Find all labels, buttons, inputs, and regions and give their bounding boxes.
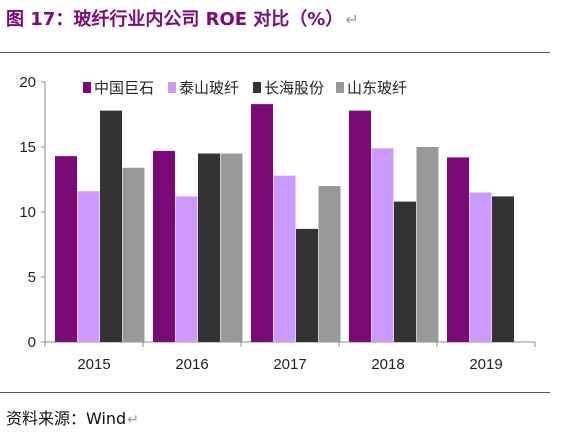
bottom-rule [0, 392, 550, 393]
legend-swatch-中国巨石 [83, 82, 91, 93]
bar-长海股份-2017 [296, 228, 318, 342]
chart-bars [55, 104, 514, 342]
y-tick-label: 5 [28, 269, 36, 286]
x-tick-label: 2016 [175, 356, 208, 373]
legend-swatch-长海股份 [253, 82, 261, 93]
bar-中国巨石-2017 [251, 104, 273, 342]
legend-swatch-山东玻纤 [336, 82, 344, 93]
bar-泰山玻纤-2016 [175, 196, 198, 342]
legend-label: 中国巨石 [94, 79, 154, 97]
bar-山东玻纤-2017 [318, 186, 341, 342]
y-tick-label: 20 [19, 74, 36, 91]
legend-label: 长海股份 [264, 79, 324, 97]
legend-label: 山东玻纤 [347, 79, 407, 97]
top-rule [0, 52, 550, 53]
bar-长海股份-2016 [198, 153, 220, 342]
bar-中国巨石-2015 [55, 156, 77, 342]
bar-中国巨石-2019 [447, 157, 469, 342]
bar-泰山玻纤-2015 [77, 191, 100, 342]
chart-legend: 中国巨石 泰山玻纤 长海股份 山东玻纤 [83, 79, 407, 97]
paragraph-mark-icon: ↵ [345, 10, 359, 29]
x-tick-label: 2019 [469, 356, 502, 373]
y-tick-label: 15 [19, 139, 36, 156]
x-tick-label: 2018 [371, 356, 404, 373]
source-note: 资料来源：Wind↵ [6, 409, 139, 428]
bar-长海股份-2015 [100, 110, 122, 342]
bar-山东玻纤-2015 [122, 167, 145, 342]
bar-中国巨石-2018 [349, 110, 371, 342]
x-tick-label: 2015 [77, 356, 110, 373]
bar-山东玻纤-2016 [220, 153, 243, 342]
legend-swatch-泰山玻纤 [168, 82, 176, 93]
y-tick-label: 0 [28, 334, 36, 351]
bar-山东玻纤-2018 [416, 147, 439, 342]
bar-长海股份-2018 [394, 201, 416, 342]
bar-长海股份-2019 [492, 196, 514, 342]
bar-泰山玻纤-2019 [469, 192, 492, 342]
x-tick-label: 2017 [273, 356, 306, 373]
bar-泰山玻纤-2018 [371, 148, 394, 342]
figure-title: 图 17：玻纤行业内公司 ROE 对比（%） ↵ [6, 9, 359, 30]
bar-泰山玻纤-2017 [273, 175, 296, 342]
chart-axes: 0 5 10 15 20 2015 2016 2017 2018 2019 [19, 74, 536, 373]
y-tick-label: 10 [19, 204, 36, 221]
roe-bar-chart: 0 5 10 15 20 2015 2016 2017 2018 2019 中国巨石 泰山玻纤 长海股… [19, 74, 536, 373]
paragraph-mark-icon: ↵ [127, 412, 139, 428]
legend-label: 泰山玻纤 [179, 79, 239, 97]
bar-中国巨石-2016 [153, 150, 175, 342]
